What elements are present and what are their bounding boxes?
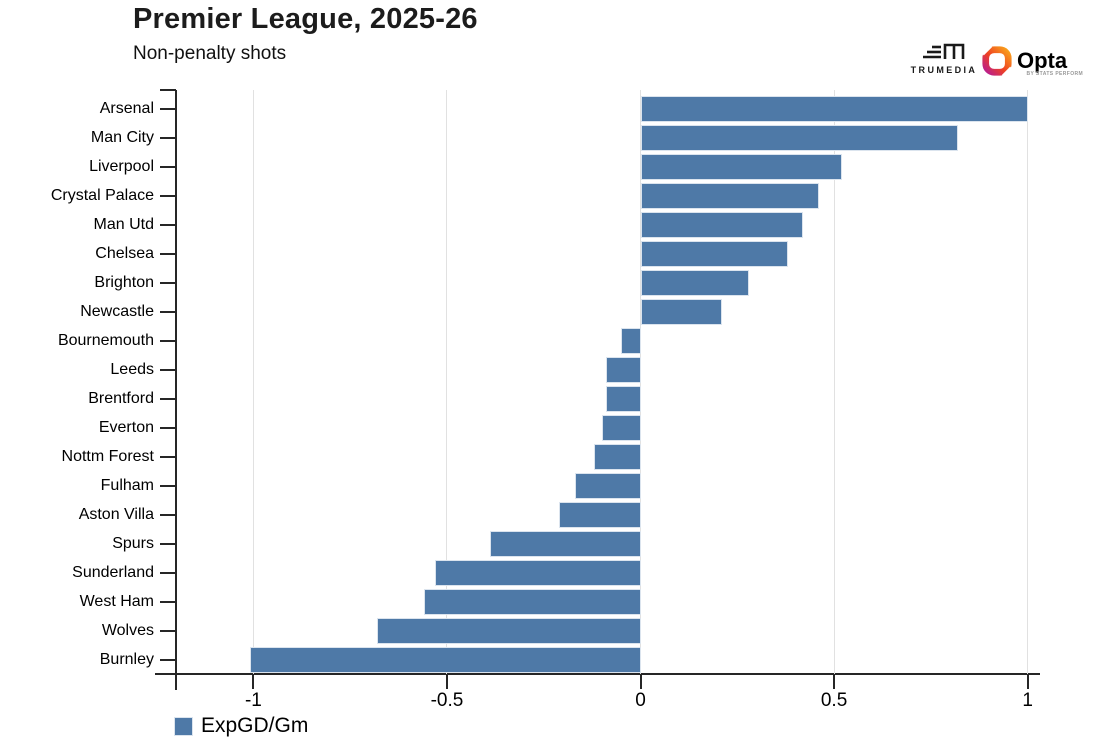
y-tick-spurs xyxy=(160,542,176,545)
y-tick-west-ham xyxy=(160,600,176,603)
bar-chelsea xyxy=(640,240,788,267)
chart-subtitle: Non-penalty shots xyxy=(133,43,287,64)
category-label-newcastle: Newcastle xyxy=(80,302,154,320)
opta-icon xyxy=(982,45,1012,77)
y-tick-sunderland xyxy=(160,571,176,574)
category-label-spurs: Spurs xyxy=(112,534,154,552)
x-tick--0p5 xyxy=(445,675,448,689)
bar-west-ham xyxy=(423,588,641,615)
category-label-brentford: Brentford xyxy=(88,389,154,407)
opta-logo: Opta BY STATS PERFORM xyxy=(982,45,1084,77)
category-label-liverpool: Liverpool xyxy=(89,157,154,175)
bar-spurs xyxy=(489,530,641,557)
x-tick-0 xyxy=(639,675,642,689)
category-label-fulham: Fulham xyxy=(100,476,154,494)
bar-arsenal xyxy=(640,95,1028,122)
bar-burnley xyxy=(249,646,641,673)
opta-wordmark: Opta BY STATS PERFORM xyxy=(1017,48,1084,77)
legend-label: ExpGD/Gm xyxy=(201,714,309,737)
y-axis-line xyxy=(175,90,177,690)
category-label-wolves: Wolves xyxy=(101,621,154,639)
bar-everton xyxy=(601,414,641,441)
bar-bournemouth xyxy=(621,327,641,354)
y-tick-everton xyxy=(160,426,176,429)
legend-swatch xyxy=(174,716,193,736)
gridline-0 xyxy=(640,90,642,674)
category-label-aston-villa: Aston Villa xyxy=(78,505,154,523)
y-tick-leeds xyxy=(160,368,176,371)
bar-crystal-palace xyxy=(640,182,819,209)
gridline--0p5 xyxy=(446,90,448,674)
y-tick-man-utd xyxy=(160,223,176,226)
category-label-chelsea: Chelsea xyxy=(95,244,154,262)
y-tick-bournemouth xyxy=(160,339,176,342)
y-tick-nottm-forest xyxy=(160,455,176,458)
category-label-everton: Everton xyxy=(98,418,154,436)
category-label-brighton: Brighton xyxy=(94,273,154,291)
y-tick-wolves xyxy=(160,629,176,632)
y-tick-man-city xyxy=(160,136,176,139)
bar-aston-villa xyxy=(559,501,641,528)
category-label-west-ham: West Ham xyxy=(79,592,154,610)
y-tick-arsenal xyxy=(160,107,176,110)
y-tick-brighton xyxy=(160,281,176,284)
y-axis-top-cap xyxy=(160,89,176,91)
bar-man-city xyxy=(640,124,958,151)
x-axis-line xyxy=(155,673,1040,675)
y-tick-brentford xyxy=(160,397,176,400)
bar-liverpool xyxy=(640,153,842,180)
y-tick-chelsea xyxy=(160,252,176,255)
bar-newcastle xyxy=(640,298,722,325)
y-tick-burnley xyxy=(160,658,176,661)
x-tick-label--0p5: -0.5 xyxy=(430,690,464,711)
x-tick-label-1: 1 xyxy=(1022,690,1033,711)
x-tick-label-0p5: 0.5 xyxy=(820,690,848,711)
trumedia-wordmark: TRUMEDIA xyxy=(910,65,978,75)
trumedia-icon xyxy=(923,43,965,59)
category-labels: Arsenal Man City Liverpool Crystal Palace Ma… xyxy=(0,94,155,674)
plot-area xyxy=(176,90,1040,674)
bar-brighton xyxy=(640,269,749,296)
bar-fulham xyxy=(574,472,641,499)
bar-nottm-forest xyxy=(594,443,641,470)
y-tick-fulham xyxy=(160,484,176,487)
bar-leeds xyxy=(605,356,641,383)
bar-man-utd xyxy=(640,211,804,238)
category-label-leeds: Leeds xyxy=(110,360,154,378)
y-tick-crystal-palace xyxy=(160,194,176,197)
category-label-man-utd: Man Utd xyxy=(93,215,154,233)
category-label-sunderland: Sunderland xyxy=(72,563,154,581)
legend: ExpGD/Gm xyxy=(174,714,308,738)
bar-sunderland xyxy=(435,559,641,586)
opta-sublabel: BY STATS PERFORM xyxy=(1026,71,1084,77)
chart-title: Premier League, 2025-26 xyxy=(133,3,478,35)
y-tick-newcastle xyxy=(160,310,176,313)
trumedia-logo: TRUMEDIA xyxy=(906,41,982,75)
bar-wolves xyxy=(377,617,641,644)
x-tick-label-0: 0 xyxy=(635,690,646,711)
x-tick--1 xyxy=(252,675,255,689)
y-tick-aston-villa xyxy=(160,513,176,516)
gridline-0p5 xyxy=(833,90,835,674)
category-label-nottm-forest: Nottm Forest xyxy=(61,447,154,465)
x-tick-1 xyxy=(1026,675,1029,689)
y-tick-liverpool xyxy=(160,165,176,168)
x-tick-label--1: -1 xyxy=(244,690,262,711)
category-label-burnley: Burnley xyxy=(99,650,154,668)
gridline-1 xyxy=(1027,90,1029,674)
x-tick-0p5 xyxy=(833,675,836,689)
bar-brentford xyxy=(605,385,641,412)
category-label-arsenal: Arsenal xyxy=(99,99,154,117)
category-label-bournemouth: Bournemouth xyxy=(57,331,154,349)
category-label-crystal-palace: Crystal Palace xyxy=(50,186,154,204)
category-label-man-city: Man City xyxy=(90,128,154,146)
gridline--1 xyxy=(252,90,254,674)
